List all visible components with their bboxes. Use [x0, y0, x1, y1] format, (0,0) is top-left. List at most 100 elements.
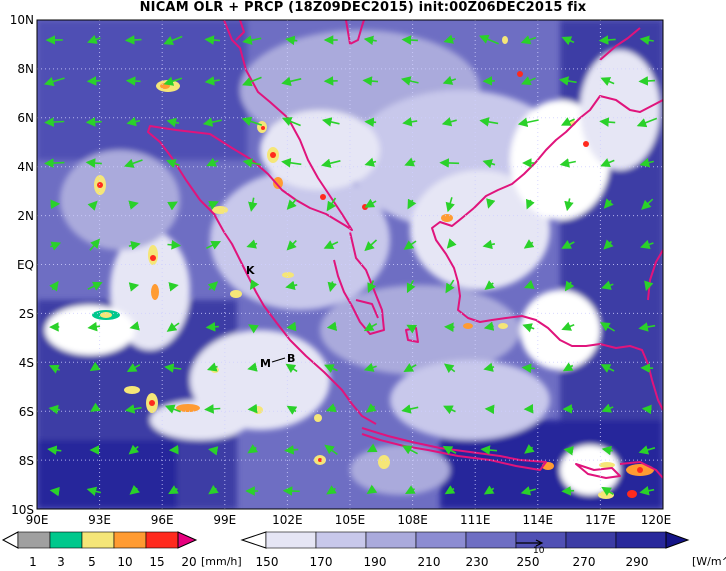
wind-arrow	[403, 363, 417, 372]
wind-arrow	[526, 198, 535, 210]
wind-arrow	[482, 239, 496, 250]
wind-arrow	[242, 76, 262, 87]
wind-arrow	[561, 240, 575, 249]
marker-m: M	[260, 357, 271, 370]
prcp-label-1: 1	[29, 555, 37, 569]
wind-arrow	[128, 200, 139, 210]
olr-colorbar-swatch	[315, 531, 367, 549]
wind-arrow	[443, 363, 456, 374]
lat-label-4n: 4N	[17, 160, 34, 174]
lon-label-102e: 102E	[272, 513, 303, 527]
wind-arrow	[326, 321, 338, 331]
wind-arrow	[87, 34, 101, 44]
wind-arrow	[402, 117, 418, 127]
olr-colorbar-swatch	[465, 531, 517, 549]
olr-colorbar-swatch	[365, 531, 417, 549]
wind-arrow	[445, 197, 455, 213]
wind-arrow	[524, 444, 535, 454]
wind-arrow	[50, 241, 62, 251]
olr-colorbar-end	[665, 531, 690, 549]
wind-arrow	[247, 362, 258, 372]
wind-arrow	[164, 363, 182, 373]
wind-arrow	[363, 35, 377, 46]
lat-label-8s: 8S	[18, 454, 34, 468]
lon-label-96e: 96E	[150, 513, 174, 527]
wind-arrow	[164, 404, 181, 414]
wind-arrow	[281, 158, 302, 168]
wind-arrow	[321, 117, 340, 127]
wind-arrow	[480, 445, 498, 455]
prcp-colorbar-swatch	[145, 531, 179, 549]
wind-arrow	[248, 197, 258, 212]
wind-arrow	[286, 405, 298, 415]
prcp-label-3: 3	[57, 555, 65, 569]
wind-arrow	[284, 445, 299, 455]
wind-arrow	[128, 444, 140, 455]
wind-arrow	[603, 198, 614, 209]
wind-arrow	[367, 280, 377, 293]
reference-vector: 10	[516, 539, 545, 554]
wind-arrow	[206, 157, 219, 167]
wind-arrow	[363, 322, 378, 332]
wind-arrow	[639, 35, 654, 45]
wind-arrow	[639, 157, 654, 168]
wind-arrow	[562, 362, 574, 372]
wind-arrow	[48, 364, 60, 374]
wind-arrow	[362, 76, 379, 86]
prcp-unit: [mm/h]	[201, 555, 242, 568]
wind-arrow	[638, 76, 656, 86]
wind-arrow	[282, 486, 300, 496]
lat-label-8n: 8N	[17, 62, 34, 76]
wind-arrow	[163, 76, 183, 86]
wind-arrow	[638, 322, 656, 332]
wind-arrow	[43, 76, 65, 87]
map-title: NICAM OLR + PRCP (18Z09DEC2015) init:00Z…	[139, 0, 587, 15]
wind-arrow	[202, 117, 222, 127]
wind-arrow	[208, 484, 219, 495]
wind-arrow	[249, 279, 260, 290]
wind-arrow	[442, 446, 457, 455]
wind-arrow	[600, 364, 615, 373]
wind-arrow	[163, 35, 183, 45]
olr-label-170: 170	[309, 555, 333, 569]
wind-arrow	[89, 238, 101, 251]
lat-label-6s: 6S	[18, 405, 34, 419]
wind-arrow	[326, 485, 337, 495]
wind-arrow	[87, 321, 101, 332]
wind-arrow	[44, 158, 65, 168]
wind-arrow	[401, 404, 419, 414]
wind-arrow	[285, 280, 298, 291]
wind-arrow	[523, 239, 535, 249]
wind-arrow	[638, 445, 656, 455]
olr-colorbar	[240, 531, 690, 549]
wind-arrow	[601, 403, 614, 413]
wind-arrow	[323, 240, 339, 249]
wind-arrow	[326, 197, 337, 212]
wind-arrow	[439, 158, 460, 168]
wind-arrow	[521, 76, 536, 86]
wind-arrow	[242, 35, 262, 45]
prcp-label-10: 10	[117, 555, 133, 569]
wind-arrow	[561, 36, 575, 46]
wind-arrow	[599, 117, 616, 127]
wind-arrow	[407, 198, 417, 210]
wind-arrow	[641, 404, 652, 415]
wind-arrow	[168, 282, 179, 292]
wind-arrow	[560, 117, 575, 126]
wind-arrow	[205, 322, 219, 332]
wind-vectors	[43, 34, 658, 497]
marker-link	[271, 357, 286, 363]
wind-arrow	[49, 280, 59, 292]
prcp-label-15: 15	[149, 555, 165, 569]
wind-arrow	[443, 405, 456, 415]
wind-arrow	[363, 362, 377, 372]
prcp-colorbar	[1, 531, 198, 549]
wind-arrow	[441, 117, 457, 127]
olr-label-250: 250	[516, 555, 540, 569]
wind-arrow	[522, 323, 535, 333]
wind-arrow	[281, 76, 302, 87]
wind-arrow	[129, 321, 140, 331]
olr-label-210: 210	[417, 555, 441, 569]
wind-arrow	[166, 117, 180, 128]
wind-arrow	[561, 321, 575, 331]
